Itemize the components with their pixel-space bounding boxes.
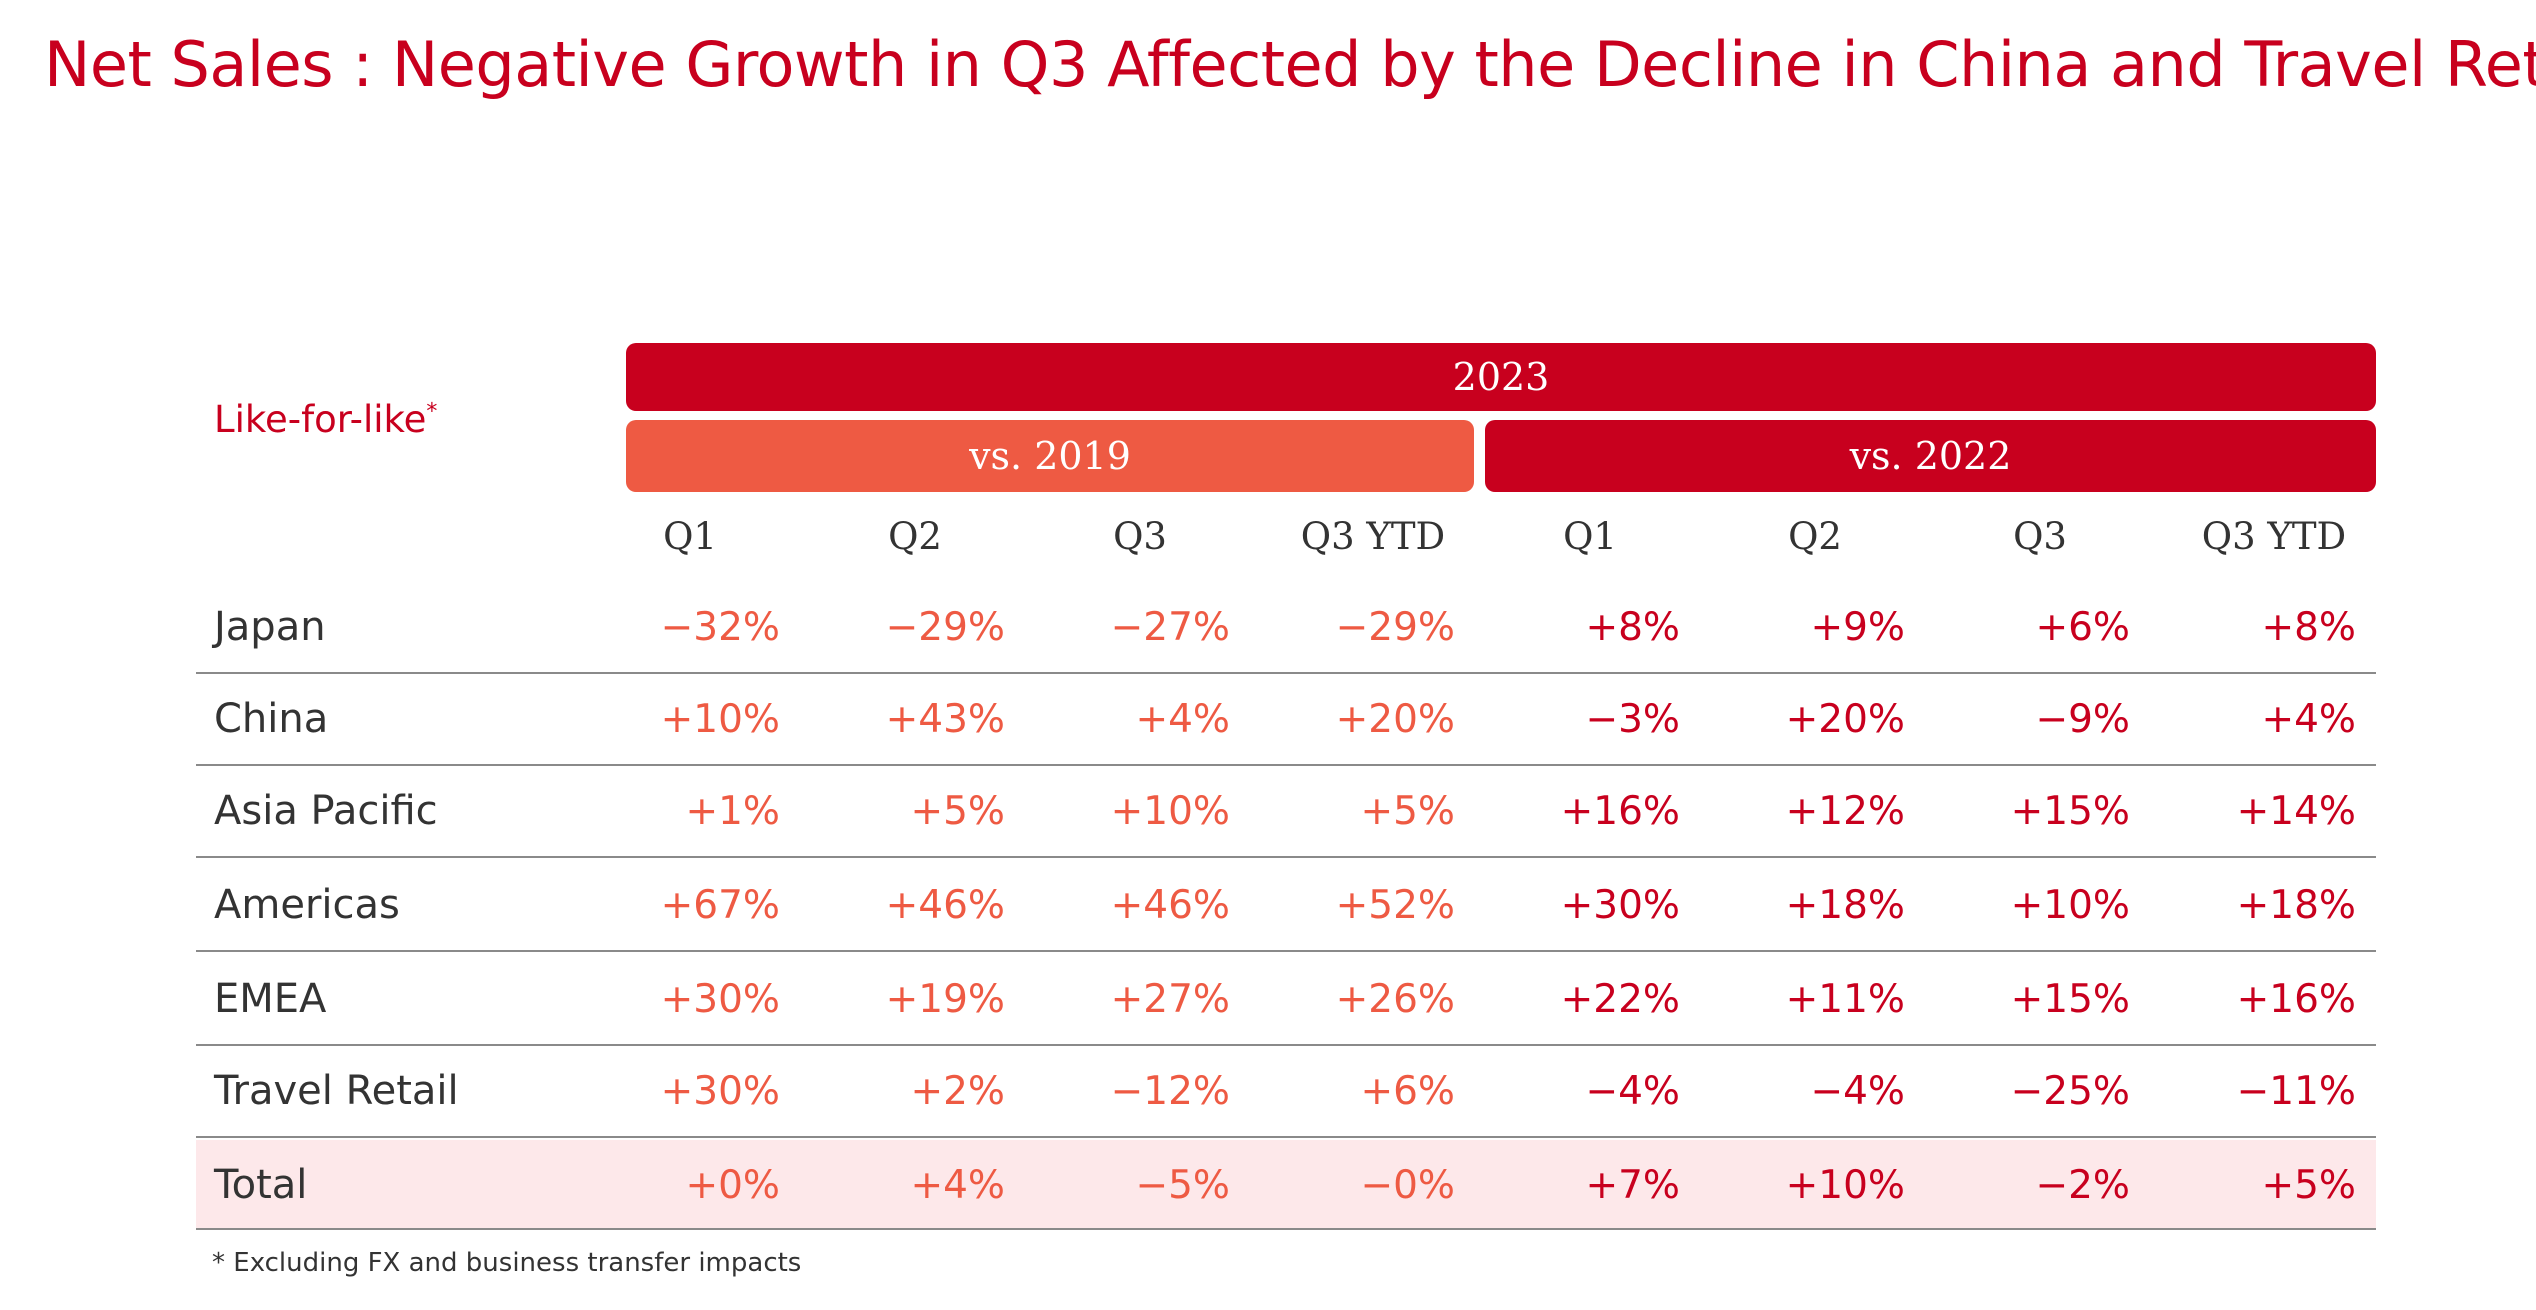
table-cell: +5% bbox=[2261, 1162, 2356, 1208]
column-header-q2-vs-2019: Q2 bbox=[888, 514, 942, 558]
table-row-japan: Japan −32% −29% −27% −29% +8% +9% +6% +8% bbox=[196, 582, 2376, 674]
table-cell: −4% bbox=[1810, 1068, 1905, 1114]
column-header-q2-vs-2022: Q2 bbox=[1788, 514, 1842, 558]
row-label: Japan bbox=[214, 604, 326, 650]
table-cell: +46% bbox=[885, 882, 1005, 928]
table-row-emea: EMEA +30% +19% +27% +26% +22% +11% +15% +16% bbox=[196, 954, 2376, 1046]
table-cell: +43% bbox=[885, 696, 1005, 742]
table-cell: +30% bbox=[660, 1068, 780, 1114]
table-cell: +7% bbox=[1585, 1162, 1680, 1208]
table-cell: +22% bbox=[1560, 976, 1680, 1022]
table-cell: +10% bbox=[1110, 788, 1230, 834]
row-label: Total bbox=[214, 1162, 308, 1208]
table-cell: +10% bbox=[2010, 882, 2130, 928]
row-label: China bbox=[214, 696, 329, 742]
table-cell: +26% bbox=[1335, 976, 1455, 1022]
table-cell: +1% bbox=[685, 788, 780, 834]
table-cell: −0% bbox=[1360, 1162, 1455, 1208]
table-cell: +27% bbox=[1110, 976, 1230, 1022]
table-cell: +20% bbox=[1785, 696, 1905, 742]
group-band-vs-2022: vs. 2022 bbox=[1485, 420, 2376, 492]
table-cell: +11% bbox=[1785, 976, 1905, 1022]
table-cell: +0% bbox=[685, 1162, 780, 1208]
table-cell: −29% bbox=[885, 604, 1005, 650]
table-cell: +19% bbox=[885, 976, 1005, 1022]
table-cell: +4% bbox=[910, 1162, 1005, 1208]
column-header-q3-vs-2019: Q3 bbox=[1113, 514, 1167, 558]
column-header-q3-ytd-vs-2019: Q3 YTD bbox=[1300, 514, 1446, 558]
table-cell: +15% bbox=[2010, 976, 2130, 1022]
table-cell: +5% bbox=[1360, 788, 1455, 834]
row-header-text: Like-for-like bbox=[214, 398, 427, 441]
table-cell: +15% bbox=[2010, 788, 2130, 834]
year-band: 2023 bbox=[626, 343, 2376, 411]
row-label: Americas bbox=[214, 882, 400, 928]
table-cell: −11% bbox=[2236, 1068, 2356, 1114]
table-cell: −27% bbox=[1110, 604, 1230, 650]
table-row-total: Total +0% +4% −5% −0% +7% +10% −2% +5% bbox=[196, 1140, 2376, 1230]
group-band-vs-2019: vs. 2019 bbox=[626, 420, 1474, 492]
table-cell: +8% bbox=[1585, 604, 1680, 650]
table-cell: −9% bbox=[2035, 696, 2130, 742]
table-row-americas: Americas +67% +46% +46% +52% +30% +18% +10% +18% bbox=[196, 860, 2376, 952]
table-cell: +10% bbox=[1785, 1162, 1905, 1208]
footnote-mark: * bbox=[426, 399, 438, 425]
table-cell: −12% bbox=[1110, 1068, 1230, 1114]
column-header-q1-vs-2022: Q1 bbox=[1563, 514, 1617, 558]
table-cell: +9% bbox=[1810, 604, 1905, 650]
column-header-q1-vs-2019: Q1 bbox=[663, 514, 717, 558]
table-cell: +4% bbox=[2261, 696, 2356, 742]
table-cell: +2% bbox=[910, 1068, 1005, 1114]
table-cell: +18% bbox=[1785, 882, 1905, 928]
footnote: * Excluding FX and business transfer imp… bbox=[212, 1248, 802, 1278]
row-label: Travel Retail bbox=[214, 1068, 459, 1114]
table-cell: +5% bbox=[910, 788, 1005, 834]
table-cell: −29% bbox=[1335, 604, 1455, 650]
table-cell: +18% bbox=[2236, 882, 2356, 928]
table-row-asia-pacific: Asia Pacific +1% +5% +10% +5% +16% +12% +15% +14… bbox=[196, 766, 2376, 858]
column-header-q3-vs-2022: Q3 bbox=[2013, 514, 2067, 558]
table-cell: −4% bbox=[1585, 1068, 1680, 1114]
table-cell: +4% bbox=[1135, 696, 1230, 742]
table-cell: −3% bbox=[1585, 696, 1680, 742]
table-cell: +16% bbox=[1560, 788, 1680, 834]
table-row-china: China +10% +43% +4% +20% −3% +20% −9% +4% bbox=[196, 674, 2376, 766]
table-cell: +10% bbox=[660, 696, 780, 742]
table-cell: +46% bbox=[1110, 882, 1230, 928]
column-header-q3-ytd-vs-2022: Q3 YTD bbox=[2201, 514, 2347, 558]
table-cell: +6% bbox=[1360, 1068, 1455, 1114]
table-cell: +30% bbox=[1560, 882, 1680, 928]
table-cell: +14% bbox=[2236, 788, 2356, 834]
table-cell: −2% bbox=[2035, 1162, 2130, 1208]
row-header-label: Like-for-like* bbox=[214, 398, 437, 441]
table-cell: +67% bbox=[660, 882, 780, 928]
row-label: EMEA bbox=[214, 976, 327, 1022]
row-label: Asia Pacific bbox=[214, 788, 438, 834]
page-title: Net Sales : Negative Growth in Q3 Affect… bbox=[44, 28, 2536, 101]
table-cell: +16% bbox=[2236, 976, 2356, 1022]
table-cell: −32% bbox=[660, 604, 780, 650]
table-cell: +30% bbox=[660, 976, 780, 1022]
table-cell: +52% bbox=[1335, 882, 1455, 928]
table-cell: +12% bbox=[1785, 788, 1905, 834]
table-cell: +8% bbox=[2261, 604, 2356, 650]
table-cell: +20% bbox=[1335, 696, 1455, 742]
table-cell: +6% bbox=[2035, 604, 2130, 650]
table-row-travel-retail: Travel Retail +30% +2% −12% +6% −4% −4% −25% −11… bbox=[196, 1046, 2376, 1138]
table-cell: −25% bbox=[2010, 1068, 2130, 1114]
table-cell: −5% bbox=[1135, 1162, 1230, 1208]
